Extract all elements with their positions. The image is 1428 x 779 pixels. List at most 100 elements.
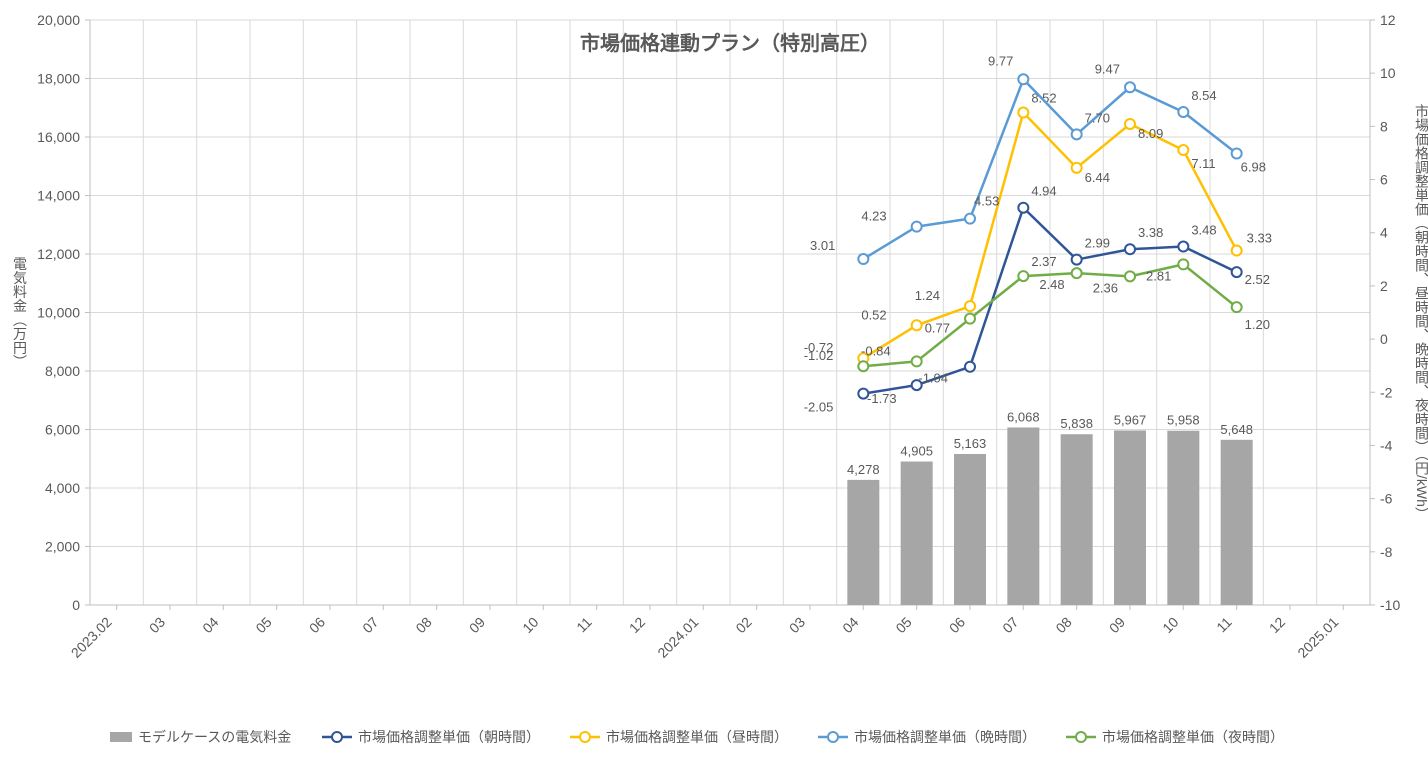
x-tick-label: 08: [1052, 614, 1074, 636]
series-marker: [1232, 267, 1242, 277]
series-value-label: -1.73: [867, 391, 897, 406]
x-tick-label: 2025.01: [1294, 614, 1341, 661]
series-marker: [1125, 82, 1135, 92]
series-value-label: -0.84: [861, 343, 891, 358]
x-tick-label: 10: [519, 614, 541, 636]
y2-tick-label: -8: [1380, 544, 1393, 560]
y1-tick-label: 14,000: [37, 188, 80, 204]
series-marker: [1018, 74, 1028, 84]
bar: [901, 462, 933, 605]
series-marker: [912, 320, 922, 330]
series-marker: [1232, 246, 1242, 256]
series-marker: [1018, 271, 1028, 281]
series-marker: [965, 301, 975, 311]
x-tick-label: 02: [732, 614, 754, 636]
y1-tick-label: 4,000: [45, 480, 80, 496]
legend-swatch: [110, 732, 132, 742]
x-tick-label: 06: [306, 614, 328, 636]
legend-marker: [828, 732, 838, 742]
series-marker: [965, 314, 975, 324]
x-tick-label: 03: [146, 614, 168, 636]
y2-tick-label: -4: [1380, 437, 1393, 453]
bar-value-label: 6,068: [1007, 410, 1040, 425]
y2-tick-label: 2: [1380, 278, 1388, 294]
series-value-label: 3.48: [1191, 223, 1216, 238]
y1-tick-label: 10,000: [37, 305, 80, 321]
series-value-label: 3.33: [1247, 231, 1272, 246]
y2-tick-label: 12: [1380, 12, 1396, 28]
bar-value-label: 5,958: [1167, 413, 1200, 428]
series-value-label: 1.20: [1245, 317, 1270, 332]
bar: [1007, 428, 1039, 605]
x-tick-label: 08: [412, 614, 434, 636]
series-value-label: 3.38: [1138, 225, 1163, 240]
series-value-label: 2.99: [1085, 236, 1110, 251]
bar-value-label: 5,163: [954, 436, 987, 451]
series-marker: [965, 362, 975, 372]
y2-tick-label: -6: [1380, 491, 1393, 507]
series-value-label: 4.23: [861, 209, 886, 224]
y2-tick-label: 0: [1380, 331, 1388, 347]
series-marker: [912, 356, 922, 366]
y1-tick-label: 0: [72, 597, 80, 613]
y2-tick-label: 4: [1380, 225, 1388, 241]
x-tick-label: 05: [252, 614, 274, 636]
x-tick-label: 10: [1159, 614, 1181, 636]
bar: [1114, 430, 1146, 605]
series-marker: [1125, 119, 1135, 129]
y1-tick-label: 8,000: [45, 363, 80, 379]
series-value-label: 4.53: [974, 194, 999, 209]
series-marker: [1178, 145, 1188, 155]
series-value-label: 2.37: [1031, 254, 1056, 269]
bar: [1167, 431, 1199, 605]
x-tick-label: 09: [466, 614, 488, 636]
x-tick-label: 09: [1106, 614, 1128, 636]
series-value-label: 6.44: [1085, 170, 1110, 185]
y2-tick-label: 8: [1380, 118, 1388, 134]
bar: [1221, 440, 1253, 605]
x-tick-label: 06: [946, 614, 968, 636]
legend-label: モデルケースの電気料金: [138, 729, 291, 745]
bar: [1061, 434, 1093, 605]
y1-tick-label: 16,000: [37, 129, 80, 145]
y1-tick-label: 12,000: [37, 246, 80, 262]
legend-marker: [332, 732, 342, 742]
x-tick-label: 07: [999, 614, 1021, 636]
legend-marker: [1076, 732, 1086, 742]
bar-value-label: 5,648: [1220, 422, 1253, 437]
series-value-label: 1.24: [915, 288, 940, 303]
series-value-label: 0.52: [861, 307, 886, 322]
series-value-label: -1.02: [804, 348, 834, 363]
y2-tick-label: -10: [1380, 597, 1400, 613]
series-value-label: 7.11: [1191, 156, 1215, 171]
series-marker: [1018, 108, 1028, 118]
y2-tick-label: 6: [1380, 172, 1388, 188]
series-marker: [1178, 107, 1188, 117]
legend-label: 市場価格調整単価（夜時間）: [1102, 729, 1284, 745]
series-value-label: 6.98: [1241, 159, 1266, 174]
series-marker: [858, 361, 868, 371]
y1-axis-title: 電気料金（万円）: [12, 257, 28, 369]
series-marker: [1072, 129, 1082, 139]
series-marker: [1232, 302, 1242, 312]
series-marker: [1125, 244, 1135, 254]
series-marker: [1178, 259, 1188, 269]
series-marker: [1178, 242, 1188, 252]
series-marker: [1125, 271, 1135, 281]
series-value-label: 9.77: [988, 53, 1013, 68]
bar-value-label: 4,278: [847, 462, 880, 477]
series-value-label: 2.52: [1245, 272, 1270, 287]
series-marker: [912, 222, 922, 232]
x-tick-label: 03: [786, 614, 808, 636]
series-value-label: -1.04: [918, 371, 948, 386]
series-value-label: 3.01: [810, 238, 835, 253]
series-value-label: 7.70: [1085, 110, 1110, 125]
y1-tick-label: 20,000: [37, 12, 80, 28]
series-marker: [1072, 268, 1082, 278]
series-marker: [965, 214, 975, 224]
series-marker: [1072, 163, 1082, 173]
x-tick-label: 05: [892, 614, 914, 636]
legend-marker: [580, 732, 590, 742]
series-marker: [1018, 203, 1028, 213]
bar-value-label: 5,838: [1060, 416, 1093, 431]
